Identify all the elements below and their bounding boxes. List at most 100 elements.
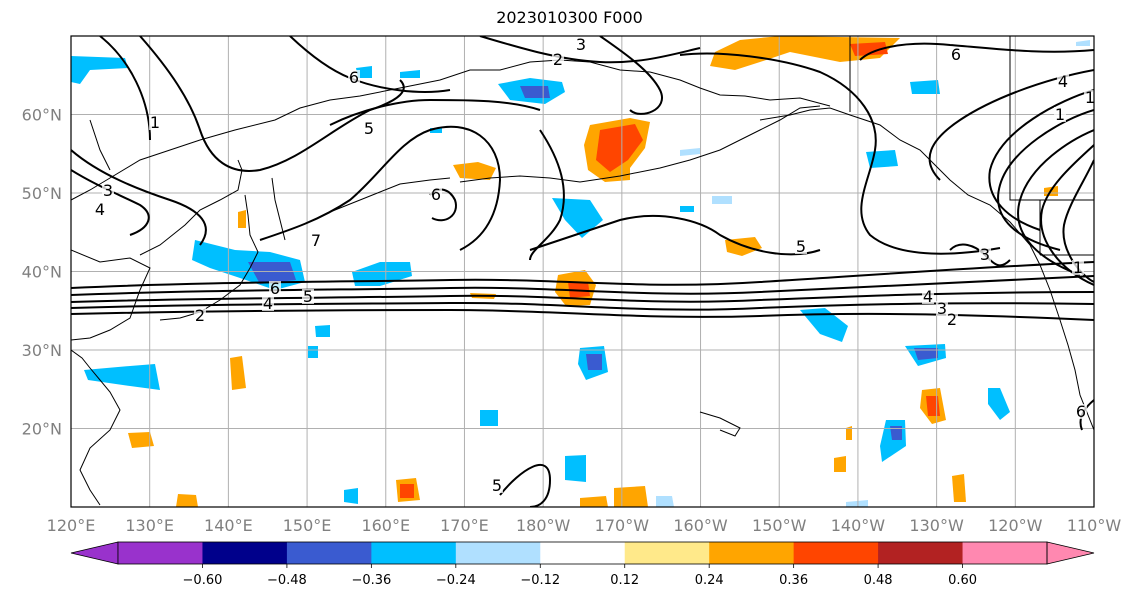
- coastlines: [71, 36, 1094, 506]
- contour-label: 4: [1058, 72, 1068, 91]
- colorbar-tick-label: −0.60: [183, 573, 223, 588]
- contour-label: 3: [103, 181, 113, 200]
- contour-label: 3: [937, 299, 947, 318]
- colorbar-segment: [878, 542, 964, 564]
- colorbar-tick-label: 0.36: [779, 573, 808, 588]
- contour-label: 2: [947, 310, 957, 329]
- colorbar-outline: [117, 541, 1048, 565]
- anomaly-patch: [614, 486, 648, 507]
- colorbar-segment: [709, 542, 795, 564]
- contour-label: 5: [492, 476, 502, 495]
- contour-line: [71, 149, 207, 246]
- map-frame: [70, 35, 1095, 508]
- contour-label-bg: [575, 37, 587, 52]
- contour-label-bg: [302, 289, 314, 304]
- contour-label-bg: [430, 187, 442, 202]
- colorbar-segment: [202, 542, 288, 564]
- colorbar-tick-label: 0.60: [948, 573, 977, 588]
- contour-label-bg: [1072, 260, 1084, 275]
- colorbar-tick-label: 0.12: [610, 573, 639, 588]
- anomaly-patch: [596, 124, 643, 172]
- contour-label-bg: [348, 70, 360, 85]
- map-gridlines: [70, 36, 1095, 507]
- latitude-tick-label: 30°N: [22, 341, 62, 360]
- anomaly-patch: [453, 162, 496, 180]
- contour-label-bg: [795, 239, 807, 254]
- contour-label-bg: [922, 289, 934, 304]
- colorbar-tick-label: −0.48: [267, 573, 307, 588]
- contour-line: [71, 301, 1094, 311]
- contour-label: 6: [1076, 402, 1086, 421]
- longitude-tick-label: 120°W: [988, 516, 1043, 535]
- colorbar-tick-label: 0.48: [864, 573, 893, 588]
- anomaly-patch: [520, 86, 550, 98]
- longitude-tick-label: 140°E: [204, 516, 253, 535]
- contour-label-bg: [491, 478, 503, 493]
- contour-label: 6: [270, 279, 280, 298]
- contour-label: 2: [195, 306, 205, 325]
- anomaly-patch: [910, 80, 940, 94]
- anomaly-patch: [238, 210, 246, 228]
- contour-line: [1017, 129, 1094, 276]
- contour-label: 3: [980, 245, 990, 264]
- contour-label: 4: [923, 287, 933, 306]
- contour-label: 6: [951, 45, 961, 64]
- anomaly-patch: [914, 348, 938, 360]
- anomaly-patch: [176, 494, 198, 507]
- colorbar-segment: [962, 542, 1048, 564]
- longitude-tick-label: 180°W: [516, 516, 571, 535]
- contour-label-bg: [262, 296, 274, 311]
- contour-line: [928, 69, 1094, 181]
- contour-label: 5: [796, 237, 806, 256]
- colorbar-extend-high: [1046, 541, 1095, 565]
- contour-line: [479, 36, 701, 64]
- contour-label: 2: [553, 50, 563, 69]
- contour-label: 4: [263, 294, 273, 313]
- longitude-tick-label: 170°E: [440, 516, 489, 535]
- anomaly-patch: [656, 496, 674, 507]
- contour-line: [71, 261, 1094, 289]
- anomaly-patch: [315, 325, 330, 337]
- contour-label-bg: [149, 115, 161, 130]
- contour-label: 5: [364, 119, 374, 138]
- contour-label: 1: [1055, 105, 1065, 124]
- contour-label: 1: [1085, 88, 1095, 107]
- anomaly-patch: [680, 206, 694, 212]
- colorbar-segment: [455, 542, 541, 564]
- contour-line: [988, 89, 1094, 231]
- latitude-tick-label: 20°N: [22, 420, 62, 439]
- anomaly-patch: [850, 42, 888, 56]
- anomaly-patch: [680, 148, 700, 156]
- longitude-labels: 120°E 130°E 140°E 150°E 160°E 170°E 180°W 170°W…: [47, 516, 1122, 535]
- anomaly-patch: [565, 455, 586, 482]
- longitude-tick-label: 130°E: [125, 516, 174, 535]
- anomaly-patch: [890, 426, 902, 440]
- contour-label: 6: [431, 185, 441, 204]
- anomaly-patch: [712, 196, 732, 204]
- anomaly-patch: [552, 198, 603, 238]
- anomaly-patch: [580, 496, 608, 507]
- longitude-tick-label: 160°E: [361, 516, 410, 535]
- colorbar-tick-label: −0.36: [351, 573, 391, 588]
- anomaly-patch: [344, 488, 358, 504]
- contour-label: 5: [303, 287, 313, 306]
- contour-line: [529, 129, 565, 261]
- contour-label-bg: [1075, 404, 1087, 419]
- anomaly-patch: [988, 388, 1010, 420]
- contour-label-bg: [194, 308, 206, 323]
- colorbar-segment: [118, 542, 203, 564]
- longitude-tick-label: 140°W: [831, 516, 886, 535]
- colorbar-tick-label: −0.12: [520, 573, 560, 588]
- contour-label: 1: [150, 113, 160, 132]
- contour-line: [859, 42, 1094, 61]
- contour-label-bg: [979, 247, 991, 262]
- anomaly-patch: [846, 500, 868, 507]
- contour-line: [997, 109, 1094, 251]
- contour-label: 6: [349, 68, 359, 87]
- contour-label: 1: [1073, 258, 1083, 277]
- contour-label-bg: [102, 183, 114, 198]
- contour-line: [99, 36, 151, 141]
- colorbar-segment: [371, 542, 457, 564]
- contour-label-bg: [1084, 90, 1096, 105]
